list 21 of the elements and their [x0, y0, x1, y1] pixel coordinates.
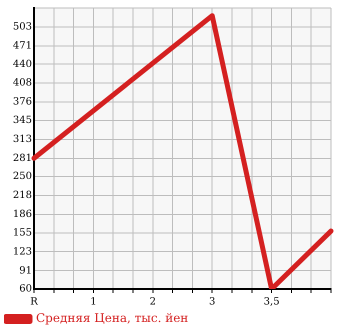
y-tick-label: 123	[12, 246, 32, 258]
y-tick-label: 91	[19, 265, 32, 276]
y-tick-label: 471	[12, 40, 32, 52]
y-tick-label: 503	[12, 22, 32, 33]
y-tick-label: 186	[12, 209, 32, 220]
y-tick-label: 440	[12, 58, 32, 70]
y-tick-label: 313	[12, 134, 32, 145]
y-tick-label: 218	[12, 190, 32, 202]
y-tick-label: 60	[19, 284, 32, 295]
x-tick-label: 3,5	[264, 296, 280, 308]
y-tick-label: 376	[12, 96, 32, 108]
y-tick-label: 155	[12, 227, 32, 238]
y-tick-label: 408	[12, 78, 32, 89]
legend-label: Средняя Цена, тыс. йен	[36, 311, 188, 326]
x-tick-label: 1	[90, 296, 97, 308]
y-tick-label: 345	[12, 114, 32, 126]
y-tick-label: 250	[12, 171, 32, 182]
y-tick-label: 281	[12, 152, 32, 164]
x-tick-label: R	[30, 296, 38, 308]
x-tick-label: 3	[209, 296, 216, 308]
x-tick-label: 2	[150, 296, 156, 308]
